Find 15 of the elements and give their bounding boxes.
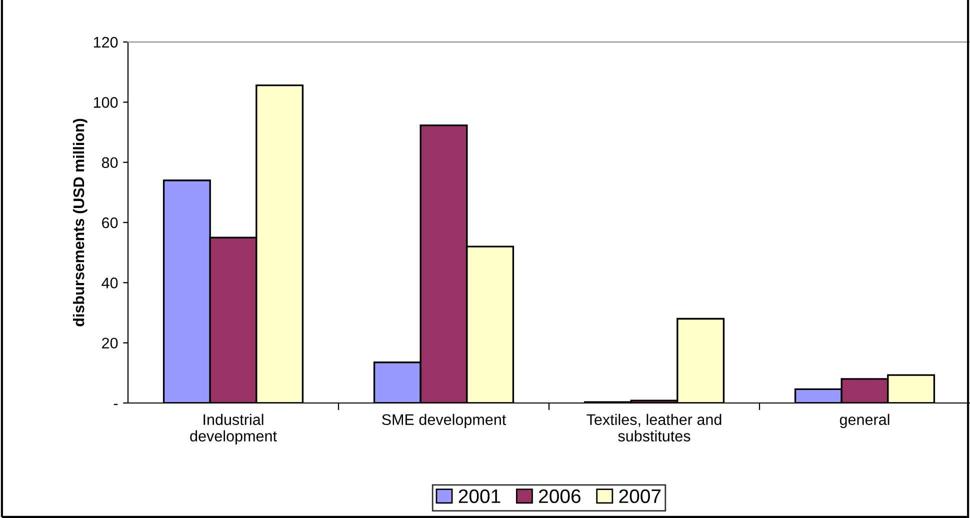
x-tick-label: Industrial development bbox=[190, 414, 277, 445]
legend-label: 2006 bbox=[539, 489, 580, 504]
legend-label: 2001 bbox=[458, 489, 500, 504]
y-tick-label: 100 bbox=[94, 97, 118, 108]
y-tick-label: 40 bbox=[102, 278, 118, 288]
y-tick-label: 80 bbox=[102, 157, 118, 168]
y-axis-title: disbursements (USD million) bbox=[72, 118, 88, 326]
x-tick-label: SME development bbox=[382, 414, 506, 428]
x-tick-label: Textiles, leather and substitutes bbox=[586, 414, 722, 442]
y-tick-label: 120 bbox=[94, 36, 118, 48]
y-tick-label: 20 bbox=[102, 338, 118, 349]
y-tick-label: 60 bbox=[102, 217, 118, 228]
x-tick-label: general bbox=[840, 414, 890, 428]
legend-label: 2007 bbox=[619, 489, 661, 504]
y-tick-label: - bbox=[114, 404, 118, 406]
